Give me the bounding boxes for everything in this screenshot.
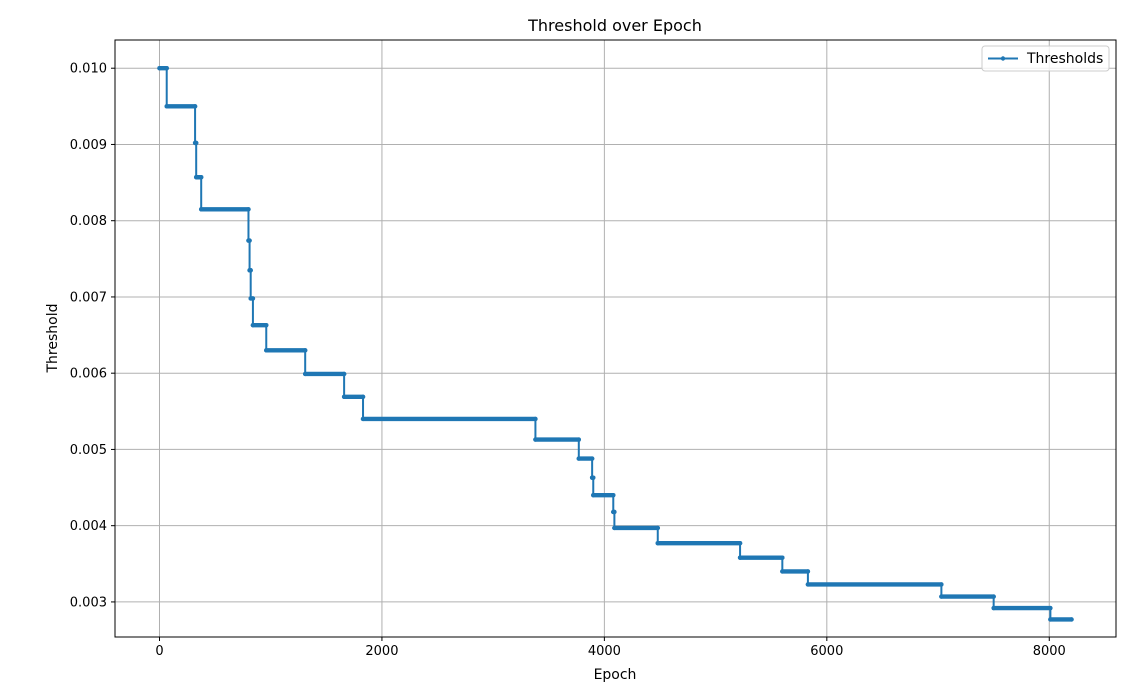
- x-tick-label: 0: [155, 644, 163, 659]
- series-point: [780, 555, 785, 560]
- series-point: [655, 525, 660, 531]
- series-point: [192, 104, 198, 109]
- legend-box: [981, 45, 1110, 72]
- series-point: [264, 322, 269, 328]
- series-point: [576, 456, 581, 461]
- x-axis-ticks: 0 2000 4000 6000 8000: [155, 637, 1066, 659]
- series-point: [193, 140, 199, 146]
- series-point: [533, 416, 538, 422]
- series-point: [576, 437, 581, 442]
- y-tick-label: 0.003: [70, 595, 107, 610]
- series-point: [805, 569, 811, 574]
- series-point: [780, 569, 785, 574]
- y-tick-label: 0.009: [70, 138, 107, 153]
- series-point: [1069, 617, 1074, 622]
- legend-marker-swatch: [1000, 56, 1006, 61]
- series-point: [302, 371, 308, 377]
- series-layer: [157, 66, 1074, 622]
- series-point: [250, 322, 256, 328]
- series-point: [164, 104, 169, 109]
- y-axis-ticks: 0.003 0.004 0.005 0.006 0.007 0.008 0.009 0.010: [70, 62, 115, 610]
- series-point: [302, 348, 308, 353]
- plot-area: [115, 40, 1116, 637]
- series-point: [248, 268, 253, 273]
- y-tick-label: 0.008: [70, 214, 107, 229]
- y-axis-label: Threshold: [45, 304, 61, 374]
- series-point: [264, 348, 269, 353]
- series-point: [164, 66, 169, 71]
- series-point: [157, 66, 162, 71]
- chart-title: Threshold over Epoch: [527, 16, 702, 35]
- x-axis-label: Epoch: [594, 667, 637, 683]
- series-point: [655, 541, 660, 546]
- series-point: [939, 594, 944, 599]
- y-tick-label: 0.010: [70, 62, 107, 77]
- series-point: [591, 492, 596, 498]
- series-point: [250, 296, 256, 301]
- series-point: [246, 207, 251, 212]
- series-point: [198, 207, 204, 212]
- y-tick-label: 0.007: [70, 290, 107, 305]
- series-point: [1048, 617, 1053, 622]
- series-point: [611, 492, 616, 498]
- x-tick-label: 8000: [1033, 644, 1066, 659]
- y-tick-label: 0.005: [70, 443, 107, 458]
- x-tick-label: 2000: [365, 644, 398, 659]
- legend: Thresholds: [981, 45, 1110, 72]
- series-point: [1048, 605, 1053, 611]
- series-point: [360, 416, 366, 422]
- series-point: [805, 582, 811, 587]
- series-point: [737, 555, 743, 560]
- x-tick-label: 6000: [810, 644, 843, 659]
- plot-frame: [114, 39, 1117, 638]
- series-point: [612, 525, 617, 531]
- series-point: [991, 605, 996, 611]
- series-point: [589, 456, 595, 461]
- series-point: [533, 437, 538, 442]
- series-point: [991, 594, 996, 599]
- series-point: [737, 541, 743, 546]
- y-tick-label: 0.004: [70, 519, 107, 534]
- grid-lines: [115, 40, 1116, 637]
- series-point: [612, 509, 617, 515]
- series-point: [341, 394, 347, 400]
- series-point: [939, 582, 944, 587]
- series-point: [247, 238, 252, 243]
- series-point: [198, 175, 204, 180]
- series-point: [341, 371, 347, 377]
- legend-label-thresholds: Thresholds: [1026, 51, 1103, 67]
- series-point: [360, 394, 366, 400]
- series-point: [591, 475, 596, 480]
- x-tick-label: 4000: [588, 644, 621, 659]
- series-point: [193, 175, 199, 180]
- y-tick-label: 0.006: [70, 367, 107, 382]
